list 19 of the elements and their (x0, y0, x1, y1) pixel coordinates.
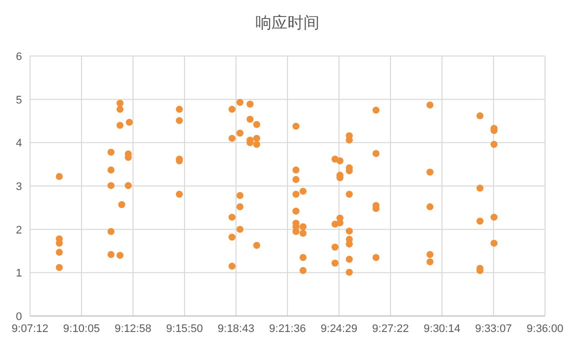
y-tick-label: 2 (16, 224, 22, 236)
x-tick-label: 9:21:36 (269, 323, 306, 335)
x-tick-label: 9:18:43 (218, 323, 254, 335)
x-tick-label: 9:15:50 (166, 323, 203, 335)
y-tick-label: 5 (16, 94, 22, 106)
x-tick-label: 9:33:07 (475, 323, 512, 335)
x-tick-label: 9:12:58 (114, 323, 152, 335)
y-tick-label: 4 (16, 138, 22, 150)
x-tick-label: 9:10:05 (63, 323, 100, 335)
chart-title: 响应时间 (256, 14, 320, 32)
x-tick-label: 9:30:14 (424, 323, 460, 335)
x-tick-label: 9:27:22 (372, 323, 409, 335)
y-tick-label: 0 (16, 311, 22, 323)
y-tick-label: 6 (16, 51, 22, 63)
x-tick-label: 9:24:29 (320, 323, 358, 335)
y-tick-label: 3 (16, 181, 22, 193)
x-tick-label: 9:07:12 (12, 323, 48, 335)
y-tick-label: 1 (16, 268, 22, 280)
x-tick-label: 9:36:00 (526, 323, 564, 335)
